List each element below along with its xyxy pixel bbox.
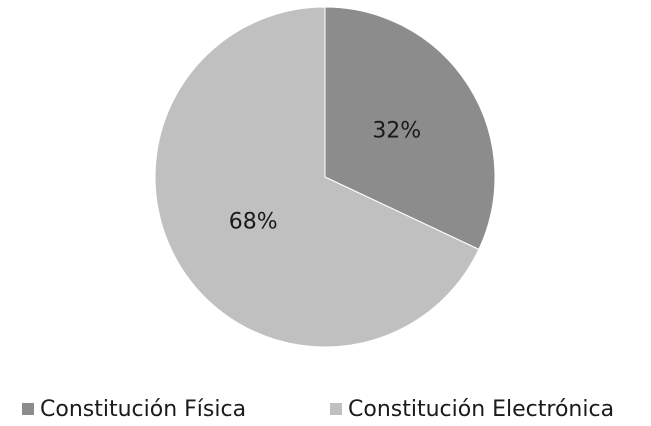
legend-label: Constitución Física xyxy=(40,397,246,422)
pie-slice xyxy=(154,6,480,348)
pie-slice xyxy=(324,6,496,251)
data-label: 68% xyxy=(229,210,278,235)
legend-swatch xyxy=(22,403,34,415)
data-label: 32% xyxy=(372,118,421,143)
legend-swatch xyxy=(330,403,342,415)
legend-label: Constitución Electrónica xyxy=(348,397,614,422)
